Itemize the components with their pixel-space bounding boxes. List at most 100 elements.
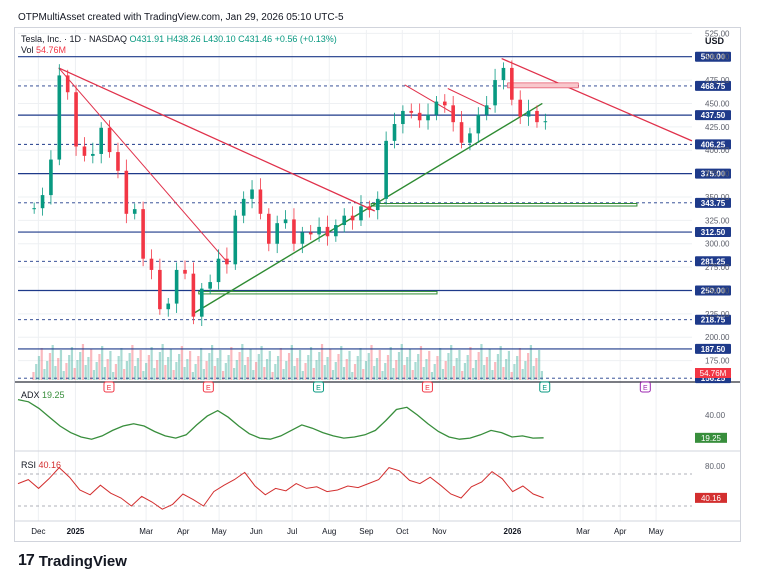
volume-bar [265, 359, 269, 380]
volume-bar [161, 344, 164, 380]
volume-bar [194, 364, 197, 380]
volume-bar [211, 345, 214, 380]
volume-bar [384, 363, 387, 380]
volume-bar [183, 367, 186, 380]
earnings-marker-letter: E [542, 385, 547, 392]
volume-bar [395, 360, 398, 380]
time-tick-3: Apr [177, 527, 190, 536]
volume-bar [106, 359, 109, 380]
volume-bar [428, 351, 431, 380]
price-tick-14: 175.00 [705, 357, 730, 366]
volume-bar [540, 371, 544, 380]
resistance-zone [507, 82, 579, 89]
tradingview-chart[interactable]: 500.00 468.75 437.50 406.25 375.00 343.75 312.… [15, 28, 740, 541]
volume-bar [241, 344, 244, 380]
volume-bar [232, 368, 236, 380]
candle-body [459, 122, 464, 143]
trendline-red-mini1 [404, 84, 453, 114]
volume-bar [494, 362, 497, 380]
candle-body [141, 209, 145, 259]
tradingview-logo[interactable]: 17 TradingView [18, 552, 127, 570]
volume-bar [147, 355, 150, 380]
chart-frame[interactable]: 500.00 468.75 437.50 406.25 375.00 343.75 312.… [14, 27, 741, 542]
volume-bar [296, 358, 299, 380]
volume-bar [419, 346, 423, 380]
tradingview-logo-icon: 17 [18, 552, 35, 569]
candle-body [442, 101, 447, 106]
volume-bar [230, 347, 233, 380]
volume-bar [191, 372, 194, 380]
level-tag-1 [695, 80, 731, 91]
volume-bar [65, 363, 68, 380]
currency-label[interactable]: USD [705, 36, 725, 46]
level-tag-8 [695, 285, 731, 296]
volume-bar [417, 354, 420, 380]
level-tag-5 [695, 197, 731, 208]
candle-body [468, 133, 472, 143]
time-tick-11: 2026 [504, 527, 522, 536]
candle-body [409, 110, 414, 113]
candle-body [225, 258, 229, 265]
volume-bar [488, 349, 491, 380]
volume-bar [37, 356, 41, 380]
volume-bar [400, 344, 403, 380]
trend-lines [58, 57, 693, 315]
volume-bar [142, 371, 145, 380]
volume-bar [125, 361, 129, 380]
level-tag-0 [695, 51, 731, 62]
level-label-2: 437.50 [701, 111, 726, 120]
volume-bar [353, 364, 357, 380]
earnings-marker [202, 381, 214, 393]
volume-bar [433, 364, 436, 380]
price-tick-11: 250.00 [705, 286, 730, 295]
candle-body [359, 206, 363, 221]
volume-bar [282, 369, 285, 380]
ohlc-values: O431.91 H438.26 L430.10 C431.46 +0.56 (+… [129, 34, 337, 44]
volume-bar [57, 358, 60, 380]
candle-body [342, 215, 347, 226]
volume-bar [436, 356, 439, 380]
volume-bar [477, 352, 480, 380]
volume-bar [430, 372, 434, 380]
earnings-marker-letter: E [316, 385, 321, 392]
candle-body [158, 269, 162, 310]
volume-bar [167, 357, 170, 380]
candle-body [451, 105, 455, 123]
candle-body [275, 223, 279, 244]
volume-bar [364, 361, 368, 380]
volume-bar [480, 344, 483, 380]
volume-bar [463, 363, 467, 380]
volume-bar [276, 356, 280, 380]
volume-bar [268, 351, 271, 380]
level-label-7: 281.25 [701, 257, 726, 266]
volume-bar [180, 346, 183, 380]
volume-bar [315, 360, 318, 380]
level-label-4: 375.00 [701, 170, 726, 179]
volume-bar [293, 366, 296, 380]
candle-body [258, 189, 263, 214]
time-tick-4: May [212, 527, 227, 536]
volume-bar [362, 369, 365, 380]
volume-bar [392, 368, 395, 380]
symbol-name: Tesla, Inc. · 1D · NASDAQ [21, 34, 128, 44]
volume-bar [68, 355, 71, 380]
candle-body [292, 219, 296, 244]
volume-bar [208, 353, 211, 380]
volume-bar [411, 370, 414, 380]
level-tag-3 [695, 139, 731, 150]
volume-bar [249, 349, 252, 380]
volume-bar [345, 359, 348, 380]
volume-bar [312, 368, 315, 380]
candle-body [32, 208, 36, 210]
candle-body [174, 269, 179, 304]
price-tick-10: 275.00 [705, 263, 730, 272]
time-tick-1: 2025 [67, 527, 85, 536]
volume-bar [403, 365, 406, 380]
candle-body [216, 258, 221, 283]
support-zone-low [198, 290, 438, 295]
volume-bar [221, 371, 225, 380]
volume-bar [114, 364, 118, 380]
rsi-value-tag [695, 492, 727, 503]
candle-body [208, 282, 212, 289]
